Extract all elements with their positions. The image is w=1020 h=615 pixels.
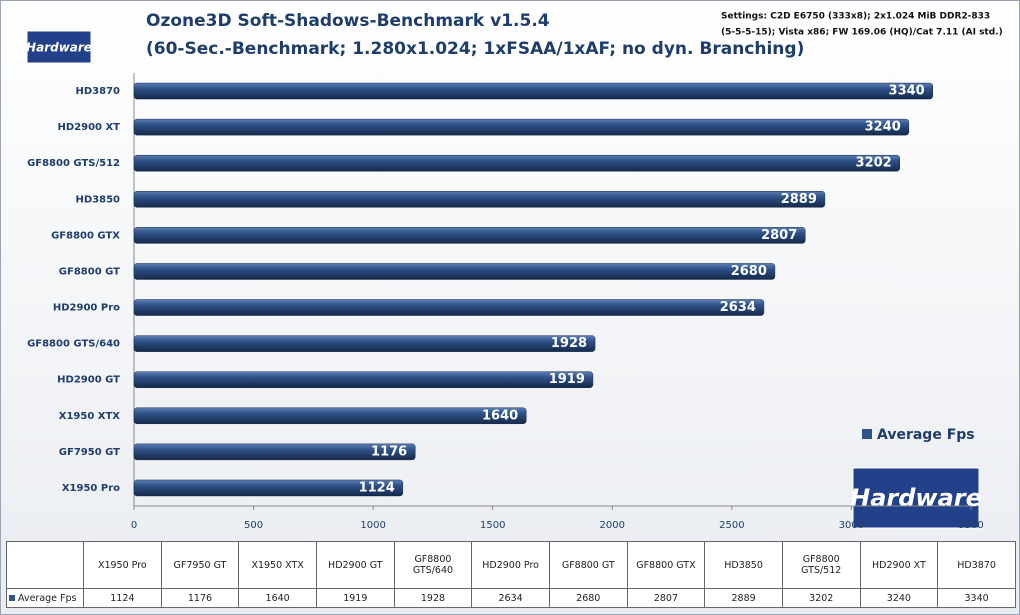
value-label: 2807: [761, 228, 797, 243]
x-tick-label: 2000: [600, 520, 625, 531]
y-tick-label: X1950 XTX: [59, 411, 121, 422]
table-value: 1176: [160, 588, 240, 608]
y-tick-label: HD3850: [75, 194, 120, 205]
bar: [133, 407, 527, 425]
y-tick-label: GF8800 GTS/640: [27, 339, 120, 350]
x-tick-label: 0: [131, 520, 137, 531]
table-value: 2889: [704, 588, 783, 608]
table-value: 3240: [859, 588, 939, 608]
value-label: 2889: [781, 192, 817, 207]
settings-text: Settings: C2D E6750 (333x8); 2x1.024 MiB…: [721, 12, 990, 22]
table-category: GF8800 GTX: [626, 541, 706, 589]
value-label: 3240: [865, 120, 901, 135]
table-header-row: X1950 Pro GF7950 GT X1950 XTX HD2900 GT GF88…: [6, 541, 1016, 589]
logo: [852, 467, 980, 529]
table-category: GF8800 GTS/512: [781, 541, 861, 589]
value-label: 3340: [889, 84, 925, 99]
x-tick-label: 3000: [839, 520, 864, 531]
bar: [133, 299, 765, 316]
value-label: 3202: [856, 156, 892, 171]
bar: [133, 227, 806, 244]
x-tick-label: 1500: [480, 520, 505, 531]
table-value: 3202: [781, 588, 861, 608]
data-table: X1950 Pro GF7950 GT X1950 XTX HD2900 GT GF88…: [6, 541, 1016, 608]
bar: [133, 191, 826, 208]
table-value: 2634: [471, 588, 550, 608]
bar: [133, 335, 596, 352]
bar: [133, 263, 776, 280]
y-tick-label: HD2900 XT: [57, 122, 120, 133]
table-category: X1950 XTX: [238, 541, 317, 589]
table-value-row: Average Fps 1124 1176 1640 1919 1928 2634 2680 2…: [6, 588, 1016, 608]
table-value: 1928: [393, 588, 473, 608]
bar: [133, 479, 404, 497]
table-value: 1919: [315, 588, 395, 608]
y-tick-label: GF8800 GTX: [51, 230, 120, 241]
bar: [133, 154, 900, 172]
y-tick-label: HD2900 Pro: [53, 303, 120, 314]
logo-text: Hardware: [26, 41, 92, 55]
legend-swatch: [862, 429, 872, 439]
value-label: 2634: [720, 300, 756, 315]
y-tick-label: X1950 Pro: [62, 483, 120, 494]
value-label: 1124: [359, 480, 395, 495]
table-value: 3340: [937, 588, 1016, 608]
bar: [133, 118, 910, 136]
y-tick-label: GF8800 GT: [59, 266, 120, 277]
value-label: 1640: [482, 408, 518, 423]
value-label: 1928: [551, 336, 587, 351]
value-label: 1919: [549, 372, 585, 387]
table-value: 1124: [83, 588, 162, 608]
bar: [133, 443, 416, 461]
value-label: 2680: [731, 264, 767, 279]
x-tick-label: 1000: [360, 520, 385, 531]
chart: Hardware Hardware Ozone3D Soft-Shadows-B…: [26, 11, 1003, 531]
table-value: 2807: [626, 588, 706, 608]
table-category: HD2900 GT: [315, 541, 395, 589]
table-value: 2680: [548, 588, 628, 608]
table-corner: [6, 541, 84, 589]
y-tick-label: GF7950 GT: [59, 447, 120, 458]
bar: [133, 371, 594, 388]
table-category: GF8800 GT: [548, 541, 628, 589]
value-label: 1176: [371, 444, 407, 459]
table-category: HD3870: [937, 541, 1016, 589]
x-tick-label: 500: [244, 520, 263, 531]
table-category: HD2900 Pro: [471, 541, 550, 589]
legend-label: Average Fps: [877, 427, 975, 443]
x-tick-label: 3500: [958, 520, 983, 531]
logo: [26, 30, 92, 64]
x-tick-label: 2500: [719, 520, 744, 531]
table-category: HD3850: [704, 541, 783, 589]
chart-title: Ozone3D Soft-Shadows-Benchmark v1.5.4: [146, 11, 550, 31]
table-category: GF7950 GT: [160, 541, 240, 589]
y-tick-label: GF8800 GTS/512: [27, 158, 120, 169]
table-series-name: Average Fps: [6, 588, 84, 608]
table-value: 1640: [238, 588, 317, 608]
y-tick-label: HD3870: [75, 86, 120, 97]
settings-text: (5-5-5-15); Vista x86; FW 169.06 (HQ)/Ca…: [721, 28, 1003, 38]
logo-text: Hardware: [850, 484, 982, 512]
table-swatch: [9, 594, 15, 601]
chart-subtitle: (60-Sec.-Benchmark; 1.280x1.024; 1xFSAA/…: [146, 39, 804, 59]
table-category: GF8800 GTS/640: [393, 541, 473, 589]
table-category: X1950 Pro: [83, 541, 162, 589]
table-category: HD2900 XT: [859, 541, 939, 589]
y-tick-label: HD2900 GT: [57, 375, 120, 386]
bar: [133, 82, 933, 100]
